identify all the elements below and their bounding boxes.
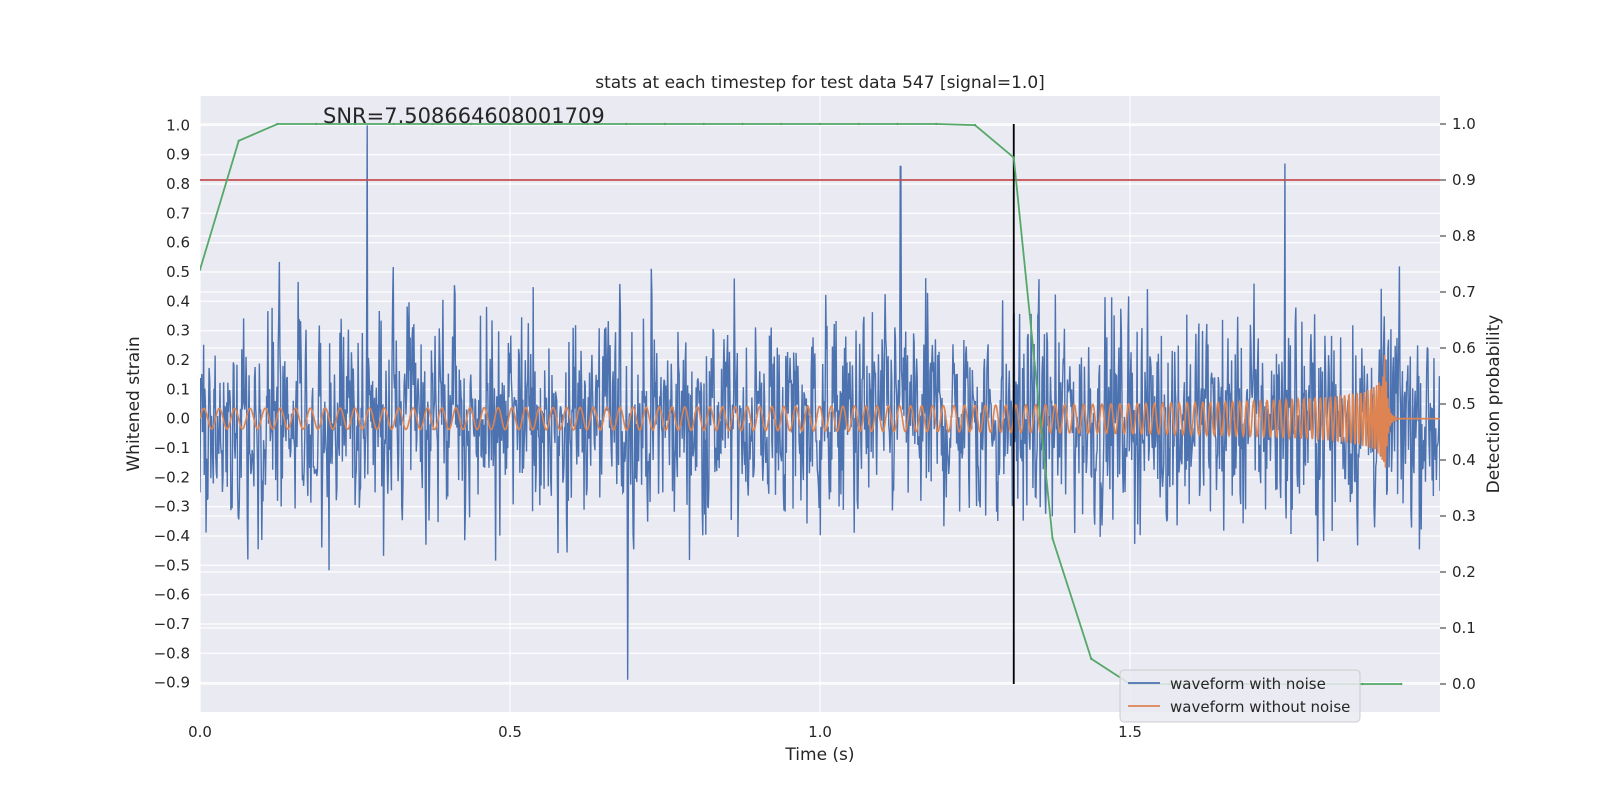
y-right-tick-label: 0.2 xyxy=(1452,563,1476,581)
y-left-tick-label: 0.4 xyxy=(166,292,190,310)
tick-labels: 1.0 0.9 0.8 0.7 0.6 0.5 0.4 0.3 0.2 0.1 0.0 −0.1 −0.… xyxy=(154,115,1476,741)
y-right-tick-label: 0.6 xyxy=(1452,339,1476,357)
detection-probability-point xyxy=(200,268,202,271)
y-right-tick-label: 0.7 xyxy=(1452,283,1476,301)
y-left-tick-label: −0.5 xyxy=(154,556,190,574)
x-axis-label: Time (s) xyxy=(784,745,854,765)
y-left-tick-label: 0.3 xyxy=(166,322,190,340)
y-left-tick-label: 0.2 xyxy=(166,351,190,369)
y-left-tick-label: 0.1 xyxy=(166,380,190,398)
detection-probability-point xyxy=(586,122,589,126)
y-right-tick-label: 0.9 xyxy=(1452,171,1476,189)
y-left-tick-label: 0.8 xyxy=(166,175,190,193)
detection-probability-point xyxy=(857,122,860,126)
y-left-tick-label: −0.6 xyxy=(154,586,190,604)
legend-label-noise: waveform with noise xyxy=(1170,675,1326,693)
y-axis-label-left: Whitened strain xyxy=(124,336,144,471)
x-tick-label: 0.0 xyxy=(188,723,212,741)
y-left-tick-label: −0.1 xyxy=(154,439,190,457)
y-right-tick-label: 0.3 xyxy=(1452,507,1476,525)
y-left-tick-label: 0.5 xyxy=(166,263,190,281)
y-right-tick-label: 0.5 xyxy=(1452,395,1476,413)
detection-probability-point xyxy=(935,122,938,126)
x-tick-label: 0.5 xyxy=(498,723,522,741)
y-right-tick-label: 0.4 xyxy=(1452,451,1476,469)
legend-label-clean: waveform without noise xyxy=(1170,698,1350,716)
series-waveform-with-noise xyxy=(200,125,1440,680)
chart-title: stats at each timestep for test data 547… xyxy=(595,73,1045,93)
detection-probability-point xyxy=(392,122,395,126)
y-left-tick-label: −0.2 xyxy=(154,468,190,486)
detection-probability-point xyxy=(315,122,318,126)
x-tick-label: 1.0 xyxy=(808,723,832,741)
y-axis-label-right: Detection probability xyxy=(1484,315,1504,494)
series-waveform-without-noise xyxy=(200,355,1440,468)
legend: waveform with noise waveform without noi… xyxy=(1119,669,1361,723)
detection-probability-point xyxy=(237,139,240,142)
detection-probability-point xyxy=(973,123,977,127)
detection-probability-point xyxy=(1090,657,1093,660)
y-left-tick-label: 1.0 xyxy=(166,116,190,134)
y-left-tick-label: −0.9 xyxy=(154,674,190,692)
y-right-tick-label: 0.8 xyxy=(1452,227,1476,245)
y-left-tick-label: 0.6 xyxy=(166,234,190,252)
y-right-tick-label: 0.1 xyxy=(1452,619,1476,637)
y-left-tick-label: −0.7 xyxy=(154,615,190,633)
detection-probability-point xyxy=(818,122,822,126)
y-left-tick-label: −0.3 xyxy=(154,498,190,516)
y-right-tick-label: 1.0 xyxy=(1452,115,1476,133)
detection-probability-point xyxy=(1012,156,1015,159)
detection-probability-point xyxy=(780,122,783,126)
y-left-tick-label: −0.8 xyxy=(154,644,190,662)
detection-probability-point xyxy=(741,122,744,126)
legend-box xyxy=(1119,669,1361,723)
y-left-tick-label: −0.4 xyxy=(154,527,190,545)
detection-probability-point xyxy=(508,122,512,126)
y-left-tick-label: 0.9 xyxy=(166,146,190,164)
snr-annotation: SNR=7.508664608001709 xyxy=(323,104,605,128)
y-left-tick-label: 0.7 xyxy=(166,204,190,222)
y-left-tick-label: 0.0 xyxy=(166,410,190,428)
y-right-tick-label: 0.0 xyxy=(1452,675,1476,693)
detection-probability-point xyxy=(470,122,473,126)
detection-probability-point xyxy=(547,122,550,126)
detection-probability-point xyxy=(276,122,279,126)
x-tick-label: 1.5 xyxy=(1118,723,1142,741)
detection-probability-point xyxy=(1361,682,1364,686)
detection-probability-point xyxy=(896,122,899,126)
detection-probability-point xyxy=(625,122,628,126)
detection-probability-point xyxy=(431,122,434,126)
detection-probability-point xyxy=(1400,682,1403,686)
detection-probability-point xyxy=(1051,537,1054,540)
detection-probability-point xyxy=(353,122,357,126)
detection-probability-point xyxy=(663,122,667,126)
detection-probability-point xyxy=(702,122,705,126)
